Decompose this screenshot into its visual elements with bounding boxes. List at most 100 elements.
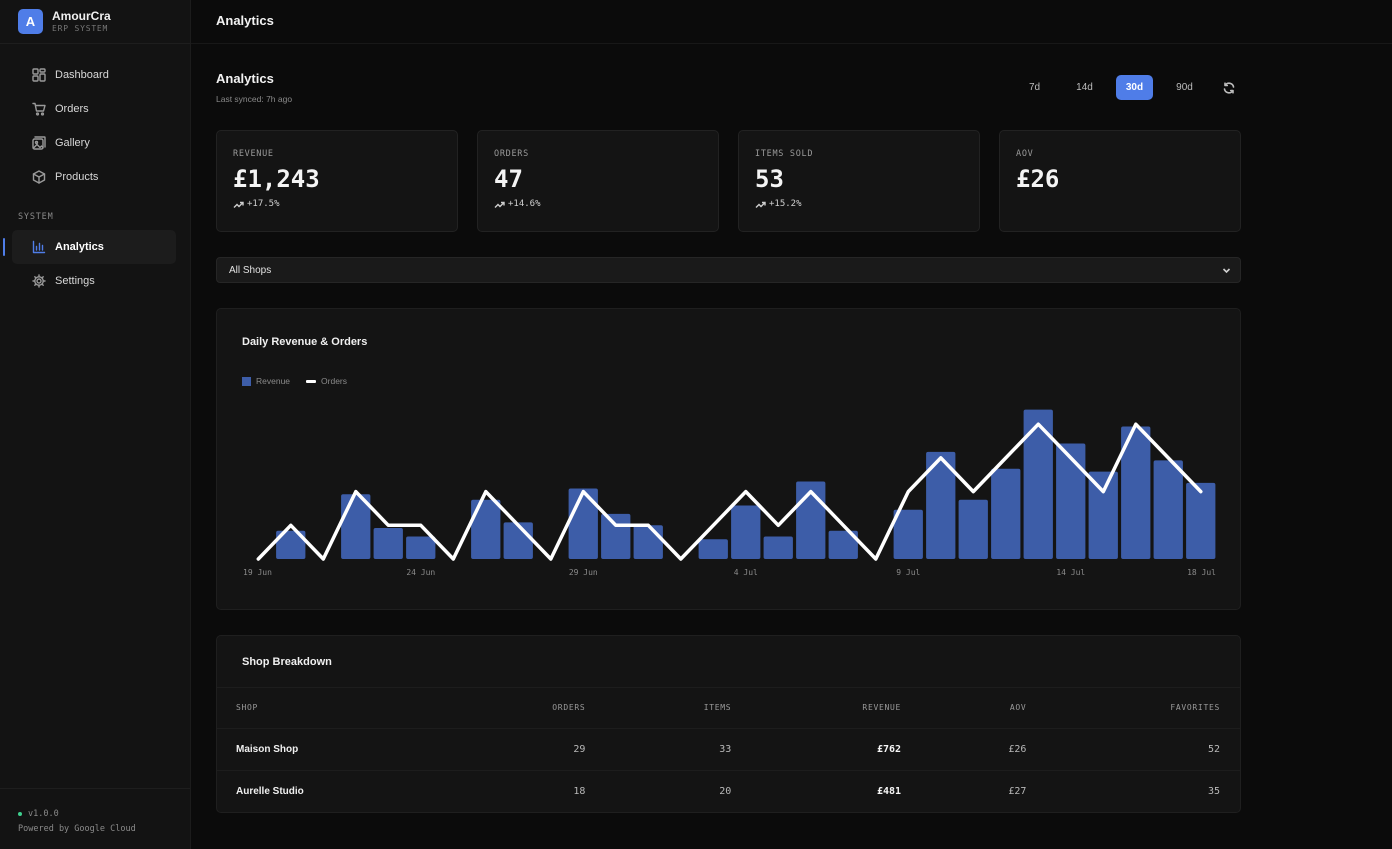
sidebar-item-label: Orders — [55, 103, 89, 115]
sidebar: A AmourCra ERP SYSTEM Dashboard Orders — [0, 0, 191, 849]
kpi-delta-value: +14.6% — [508, 199, 541, 209]
legend-item-orders[interactable]: Orders — [306, 376, 347, 386]
chart-title: Daily Revenue & Orders — [242, 336, 368, 348]
cell-revenue: £481 — [876, 785, 902, 797]
kpi-label: AOV — [1016, 149, 1034, 159]
column-header-aov[interactable]: AOV — [921, 688, 1047, 729]
shop-filter-select[interactable]: All Shops — [216, 257, 1241, 283]
powered-by-label: Powered by Google Cloud — [18, 824, 136, 834]
kpi-card-orders: ORDERS 47 +14.6% — [477, 130, 719, 232]
last-synced-label: Last synced: 7h ago — [216, 94, 293, 104]
trend-up-icon — [755, 201, 766, 208]
revenue-bar[interactable] — [406, 536, 436, 560]
sidebar-item-analytics[interactable]: Analytics — [3, 230, 176, 264]
column-header-items[interactable]: ITEMS — [605, 688, 752, 729]
revenue-bar[interactable] — [633, 525, 663, 559]
revenue-bar[interactable] — [763, 536, 793, 560]
sidebar-item-gallery[interactable]: Gallery — [12, 126, 176, 160]
range-14d-button[interactable]: 14d — [1076, 82, 1093, 93]
revenue-bar[interactable] — [276, 530, 306, 559]
sidebar-item-label: Products — [55, 171, 99, 183]
column-header-favorites[interactable]: FAVORITES — [1046, 688, 1240, 729]
sidebar-item-dashboard[interactable]: Dashboard — [12, 58, 176, 92]
version-row: v1.0.0 — [18, 807, 172, 821]
kpi-delta-value: +15.2% — [769, 199, 802, 209]
status-dot-icon — [18, 812, 22, 816]
legend-label: Orders — [321, 376, 348, 386]
sidebar-section-label: SYSTEM — [18, 212, 54, 222]
range-7d-button[interactable]: 7d — [1028, 82, 1041, 93]
column-header-revenue[interactable]: REVENUE — [751, 688, 922, 729]
revenue-bar[interactable] — [601, 513, 631, 559]
content: Analytics Last synced: 7h ago 7d 14d 30d… — [216, 44, 1241, 813]
kpi-value: £26 — [1016, 165, 1060, 193]
revenue-bar[interactable] — [1056, 443, 1086, 560]
revenue-bar[interactable] — [991, 468, 1021, 559]
kpi-card-aov: AOV £26 — [999, 130, 1241, 232]
shop-breakdown-card: Shop Breakdown SHOP ORDERS ITEMS REVENUE… — [216, 635, 1241, 813]
revenue-bar[interactable] — [1186, 482, 1216, 559]
column-header-orders[interactable]: ORDERS — [447, 688, 606, 729]
cell-favorites: 52 — [1046, 728, 1240, 771]
cell-orders: 18 — [573, 785, 586, 797]
sidebar-item-products[interactable]: Products — [12, 160, 176, 194]
sidebar-item-label: Settings — [55, 275, 95, 287]
range-90d-button[interactable]: 90d — [1176, 82, 1193, 93]
revenue-bar[interactable] — [1153, 460, 1183, 559]
revenue-bar[interactable] — [731, 505, 761, 560]
revenue-orders-chart-card: Daily Revenue & Orders Revenue Orders 19… — [216, 308, 1241, 610]
legend-swatch-line — [306, 379, 317, 383]
legend-item-revenue[interactable]: Revenue — [242, 376, 290, 386]
gallery-icon — [31, 136, 46, 151]
table-row[interactable]: Aurelle Studio 18 20 £481 £27 35 — [217, 770, 1240, 812]
kpi-value: £1,243 — [233, 165, 320, 193]
revenue-bar[interactable] — [373, 528, 403, 559]
chevron-down-icon — [1222, 267, 1231, 273]
revenue-bar[interactable] — [958, 499, 988, 559]
kpi-label: ORDERS — [494, 149, 529, 159]
x-tick-label: 19 Jun — [243, 568, 272, 577]
revenue-bar[interactable] — [568, 488, 598, 560]
chart-plot: 19 Jun 24 Jun 29 Jun 4 Jul 9 Jul 14 Jul 18 Jul — [243, 409, 1216, 577]
revenue-bar[interactable] — [698, 539, 728, 559]
cell-aov: £26 — [921, 728, 1047, 771]
kpi-value: 53 — [755, 165, 784, 193]
refresh-button[interactable] — [1216, 75, 1241, 100]
revenue-bar[interactable] — [926, 451, 956, 559]
x-tick-label: 18 Jul — [1187, 568, 1216, 577]
trend-up-icon — [233, 201, 244, 208]
refresh-icon — [1223, 81, 1234, 94]
table-header-row: SHOP ORDERS ITEMS REVENUE AOV FAVORITES — [217, 688, 1240, 729]
chart-legend: Revenue Orders — [242, 376, 347, 386]
cell-revenue: £762 — [751, 728, 922, 771]
revenue-bar[interactable] — [893, 509, 923, 559]
revenue-bar[interactable] — [1023, 409, 1053, 559]
topbar-title: Analytics — [191, 0, 1392, 44]
column-header-shop[interactable]: SHOP — [217, 688, 448, 729]
brand[interactable]: A AmourCra ERP SYSTEM — [0, 0, 190, 44]
revenue-bar[interactable] — [471, 499, 501, 559]
orders-line[interactable] — [256, 422, 1203, 561]
kpi-card-revenue: REVENUE £1,243 +17.5% — [216, 130, 458, 232]
range-30d-button[interactable]: 30d — [1116, 75, 1153, 100]
revenue-bar[interactable] — [828, 530, 858, 559]
main-area: Analytics Analytics Last synced: 7h ago … — [191, 0, 1392, 849]
sidebar-item-settings[interactable]: Settings — [12, 264, 176, 298]
sidebar-item-orders[interactable]: Orders — [12, 92, 176, 126]
x-tick-label: 29 Jun — [569, 568, 598, 577]
x-tick-label: 9 Jul — [896, 568, 920, 577]
date-range-selector: 7d 14d 30d 90d — [1016, 75, 1241, 100]
kpi-label: ITEMS SOLD — [755, 149, 814, 159]
table-row[interactable]: Maison Shop 29 33 £762 £26 52 — [217, 728, 1240, 771]
page-title: Analytics — [216, 71, 274, 86]
sidebar-item-label: Analytics — [55, 241, 104, 253]
kpi-delta-value: +17.5% — [247, 199, 280, 209]
version-label: v1.0.0 — [28, 809, 59, 819]
revenue-bar[interactable] — [1121, 426, 1151, 560]
gear-icon — [31, 274, 46, 289]
revenue-bar[interactable] — [503, 522, 533, 559]
shop-breakdown-table: SHOP ORDERS ITEMS REVENUE AOV FAVORITES … — [217, 688, 1240, 812]
table-title: Shop Breakdown — [217, 636, 1240, 688]
revenue-bar[interactable] — [1088, 471, 1118, 559]
